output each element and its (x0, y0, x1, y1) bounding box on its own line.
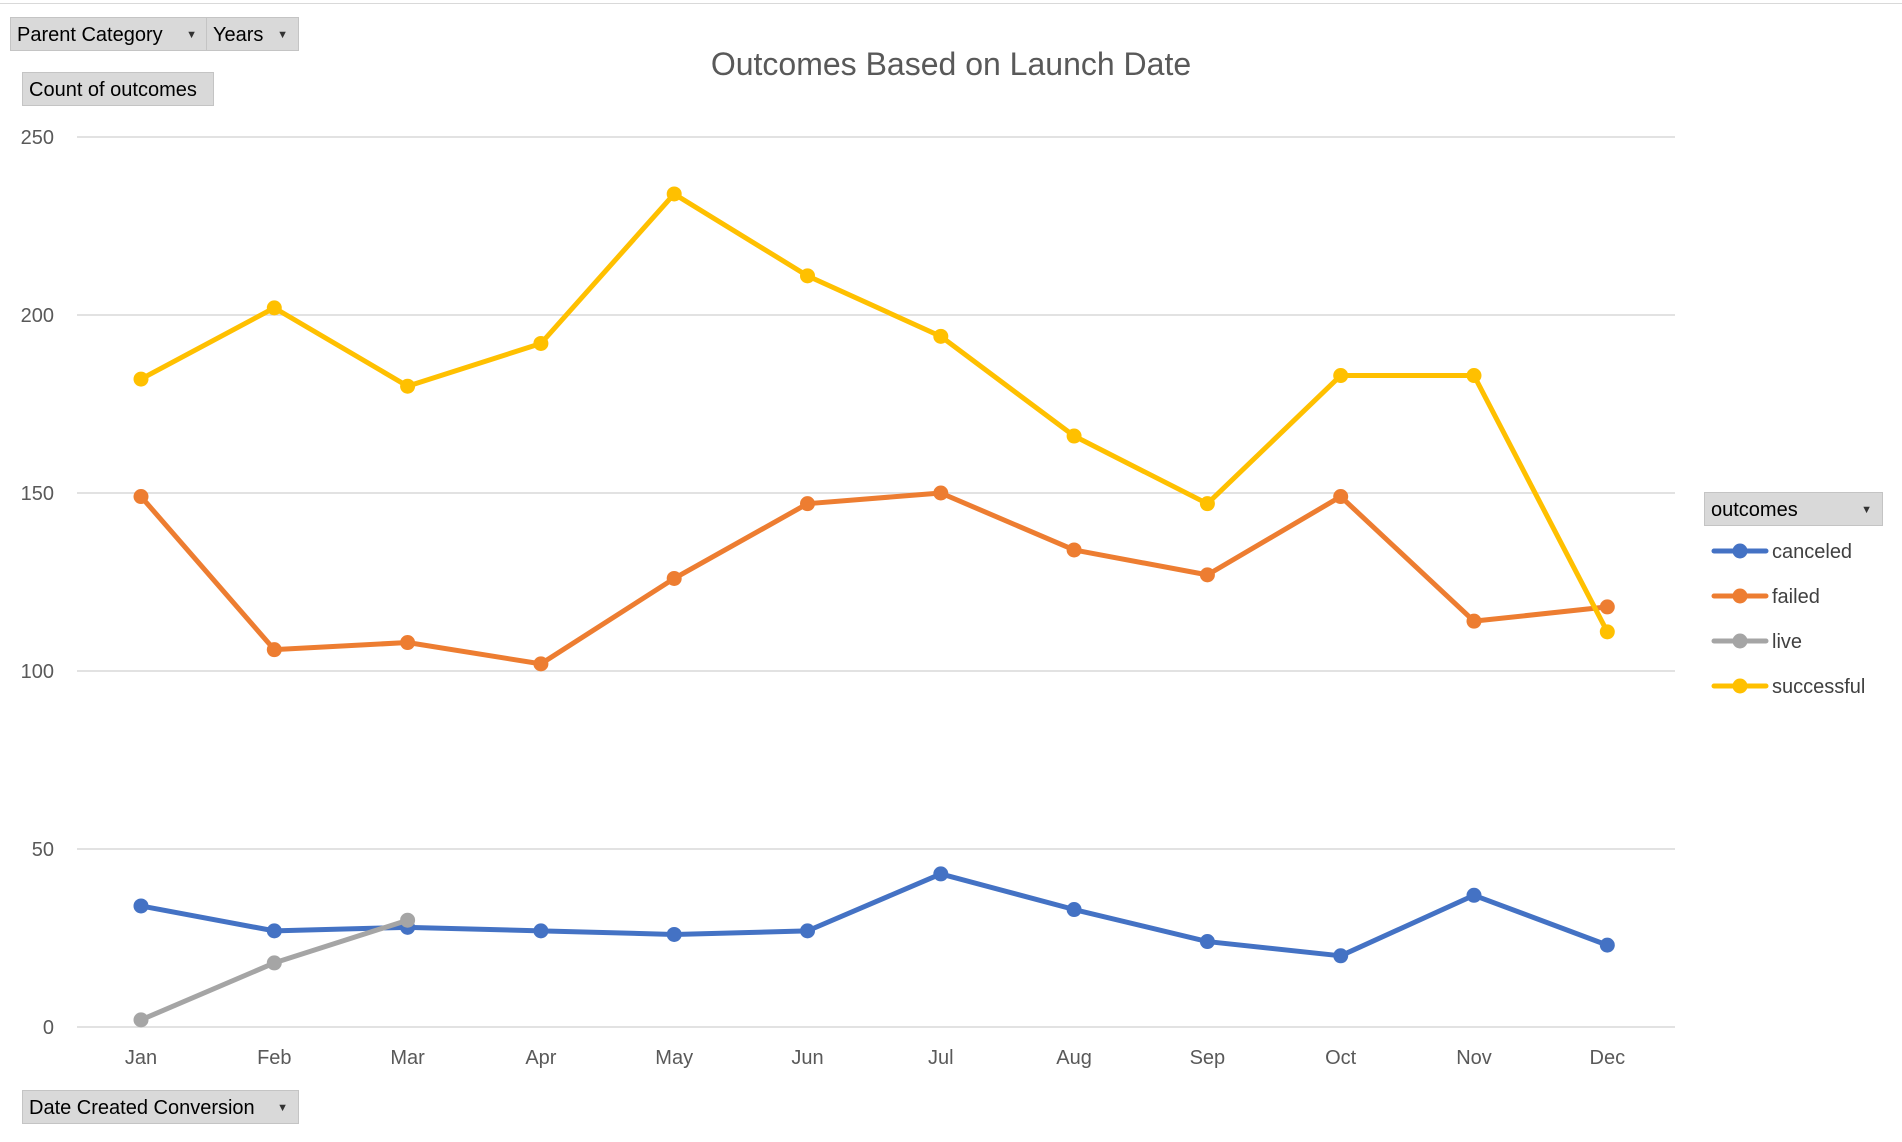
x-tick-label: Oct (1325, 1047, 1357, 1069)
data-point-successful[interactable] (266, 300, 282, 316)
series-line-failed (138, 490, 1610, 667)
x-tick-label: Mar (390, 1047, 425, 1069)
count-of-outcomes-label: Count of outcomes (29, 79, 197, 101)
legend-marker-successful (1732, 678, 1748, 694)
data-point-canceled[interactable] (266, 923, 282, 939)
x-tick-label: Feb (257, 1047, 291, 1069)
data-point-canceled[interactable] (1466, 887, 1482, 903)
outcomes-legend-filter-button[interactable]: outcomes ▼ (1704, 492, 1883, 526)
legend-item-live[interactable]: live (1711, 631, 1802, 653)
data-point-successful[interactable] (1599, 624, 1615, 640)
data-point-failed[interactable] (1333, 489, 1349, 505)
x-tick-label: Sep (1190, 1047, 1226, 1069)
parent-category-label: Parent Category (17, 24, 163, 46)
data-point-failed[interactable] (1599, 599, 1615, 615)
series-line-canceled (138, 871, 1610, 959)
data-point-canceled[interactable] (800, 923, 815, 939)
years-filter-button[interactable]: Years ▼ (206, 17, 299, 51)
data-point-successful[interactable] (800, 268, 815, 284)
data-point-live[interactable] (400, 912, 416, 928)
dropdown-arrow-icon: ▼ (186, 29, 197, 41)
data-point-failed[interactable] (266, 642, 282, 658)
dropdown-arrow-icon: ▼ (277, 29, 288, 41)
data-point-successful[interactable] (1199, 496, 1215, 512)
legend-label-successful: successful (1772, 676, 1865, 698)
legend-marker-canceled (1732, 543, 1748, 559)
series-successful (133, 186, 1615, 640)
data-point-failed[interactable] (933, 485, 949, 501)
data-point-successful[interactable] (133, 371, 149, 387)
x-tick-label: May (655, 1047, 693, 1069)
legend-item-canceled[interactable]: canceled (1711, 541, 1852, 563)
data-point-failed[interactable] (133, 489, 149, 505)
sheet-gridline (0, 0, 1902, 4)
data-point-failed[interactable] (666, 570, 682, 586)
data-point-successful[interactable] (933, 328, 949, 344)
data-point-canceled[interactable] (533, 923, 549, 939)
series-line-successful (138, 191, 1610, 635)
x-tick-label: Apr (525, 1047, 556, 1069)
y-axis: 0 50 100 150 200 250 (21, 127, 54, 1039)
data-point-failed[interactable] (400, 635, 416, 651)
data-point-canceled[interactable] (666, 926, 682, 942)
legend-item-failed[interactable]: failed (1711, 586, 1820, 608)
x-tick-label: Jul (928, 1047, 954, 1069)
data-point-canceled[interactable] (1066, 902, 1082, 918)
data-point-successful[interactable] (1466, 368, 1482, 384)
data-point-successful[interactable] (400, 378, 416, 394)
data-point-failed[interactable] (533, 656, 549, 672)
y-tick-label: 0 (43, 1017, 54, 1039)
data-point-canceled[interactable] (933, 866, 949, 882)
x-axis: Jan Feb Mar Apr May Jun Jul Aug Sep Oct Nov Dec (125, 1047, 1625, 1069)
data-point-successful[interactable] (1333, 368, 1349, 384)
gridlines (77, 136, 1675, 1028)
data-point-failed[interactable] (800, 496, 815, 512)
legend-label-failed: failed (1772, 586, 1820, 608)
data-point-successful[interactable] (1066, 428, 1082, 444)
data-point-successful[interactable] (666, 186, 682, 202)
series-canceled (133, 866, 1615, 964)
legend-item-successful[interactable]: successful (1711, 676, 1865, 698)
data-point-failed[interactable] (1066, 542, 1082, 558)
date-created-conversion-label: Date Created Conversion (29, 1097, 255, 1119)
data-point-successful[interactable] (533, 335, 549, 351)
series-live (133, 912, 416, 1028)
data-point-failed[interactable] (1466, 613, 1482, 629)
data-point-failed[interactable] (1199, 567, 1215, 583)
count-of-outcomes-field-button[interactable]: Count of outcomes (22, 72, 214, 106)
x-tick-label: Aug (1056, 1047, 1092, 1069)
parent-category-filter-button[interactable]: Parent Category ▼ (10, 17, 208, 51)
y-tick-label: 100 (21, 661, 54, 683)
x-tick-label: Nov (1456, 1047, 1492, 1069)
legend-marker-failed (1732, 588, 1748, 604)
data-point-canceled[interactable] (1333, 948, 1349, 964)
y-tick-label: 250 (21, 127, 54, 149)
x-tick-label: Jun (791, 1047, 823, 1069)
data-point-live[interactable] (266, 955, 282, 971)
years-label: Years (213, 24, 264, 46)
chart-title: Outcomes Based on Launch Date (710, 46, 1192, 82)
outcomes-label: outcomes (1711, 499, 1798, 521)
x-tick-label: Jan (125, 1047, 157, 1069)
dropdown-arrow-icon: ▼ (1861, 504, 1872, 516)
y-tick-label: 50 (32, 839, 54, 861)
series-failed (133, 485, 1615, 672)
legend-label-canceled: canceled (1772, 541, 1852, 563)
y-tick-label: 200 (21, 305, 54, 327)
y-tick-label: 150 (21, 483, 54, 505)
series-group (133, 186, 1615, 1028)
legend: canceled failed live successful (1711, 541, 1865, 698)
data-point-live[interactable] (133, 1012, 149, 1028)
data-point-canceled[interactable] (1599, 937, 1615, 953)
legend-marker-live (1732, 633, 1748, 649)
date-created-conversion-field-button[interactable]: Date Created Conversion ▼ (22, 1090, 299, 1124)
data-point-canceled[interactable] (1199, 934, 1215, 950)
dropdown-arrow-icon: ▼ (277, 1102, 288, 1114)
x-tick-label: Dec (1590, 1047, 1626, 1069)
legend-label-live: live (1772, 631, 1802, 653)
data-point-canceled[interactable] (133, 898, 149, 914)
